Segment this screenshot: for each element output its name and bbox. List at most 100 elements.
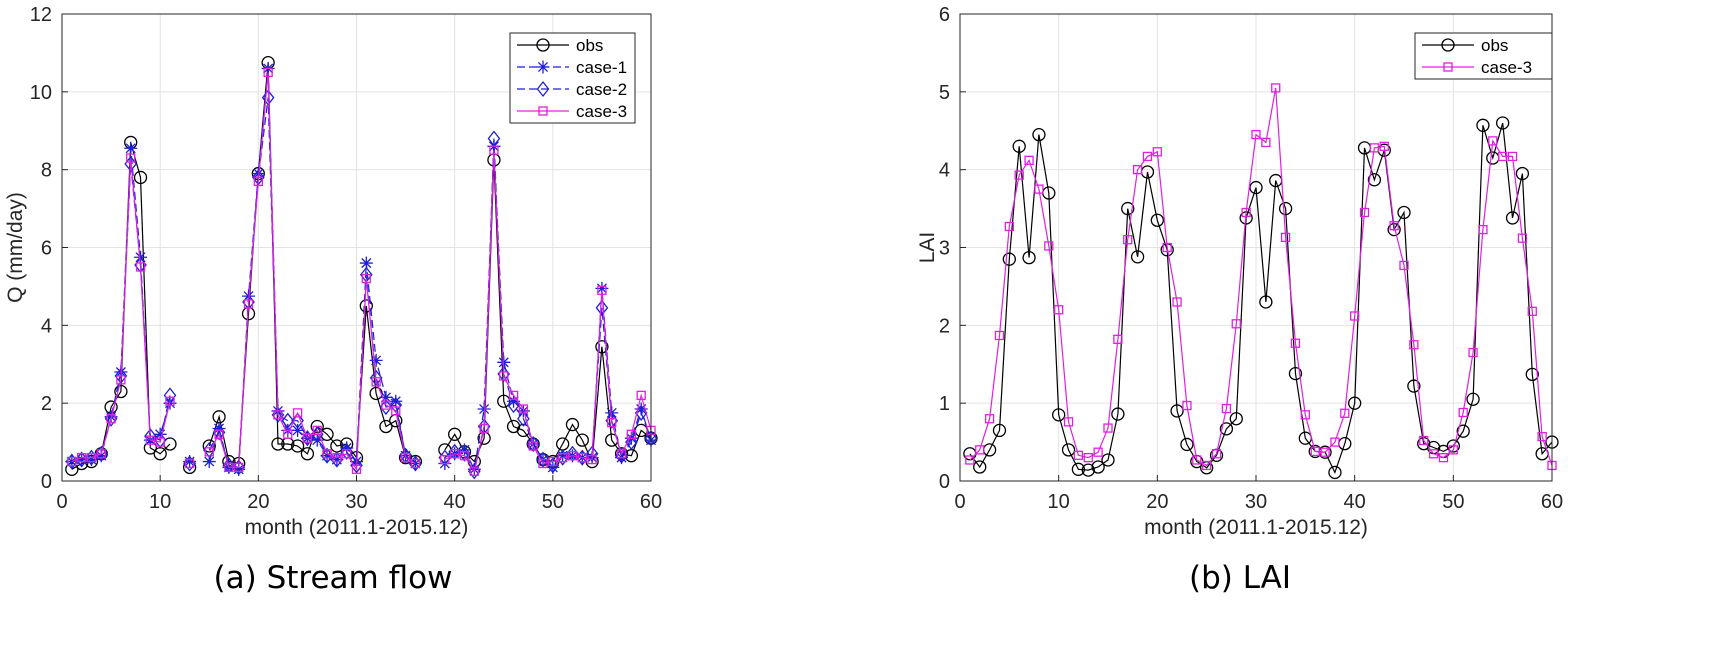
data-point-obs (1052, 408, 1066, 422)
legend-marker-case-3 (1443, 62, 1453, 72)
data-point-case-1 (94, 449, 108, 463)
data-point-obs (575, 433, 589, 447)
data-point-case-1 (507, 394, 521, 408)
data-point-obs (973, 460, 987, 474)
data-point-case-3 (1527, 306, 1537, 316)
data-point-case-3 (528, 441, 538, 451)
data-point-obs (992, 423, 1007, 438)
data-point-case-2 (144, 428, 157, 445)
data-point-case-1 (340, 441, 354, 455)
data-point-case-1 (369, 353, 383, 367)
data-point-case-3 (1320, 447, 1330, 457)
data-point-case-3 (587, 454, 597, 465)
data-point-case-3 (1468, 347, 1478, 358)
series-line-case-3 (969, 87, 1553, 467)
data-point-obs (359, 299, 373, 313)
data-point-case-3 (67, 456, 77, 467)
data-point-case-3 (1379, 141, 1389, 151)
data-point-case-3 (440, 454, 450, 465)
data-point-case-3 (1428, 449, 1439, 459)
data-point-case-3 (567, 451, 578, 461)
data-point-obs (1456, 424, 1470, 438)
data-point-obs (1515, 166, 1530, 181)
data-point-case-3 (518, 404, 529, 414)
data-point-case-3 (1498, 151, 1508, 162)
y-tick-label: 8 (41, 160, 52, 182)
data-point-obs (565, 417, 580, 432)
data-point-obs (1446, 439, 1460, 453)
data-point-case-3 (302, 433, 313, 443)
data-point-case-1 (212, 421, 226, 435)
data-point-case-3 (224, 462, 234, 473)
legend-box (1414, 32, 1553, 80)
data-point-case-3 (1221, 403, 1232, 414)
data-point-obs (202, 439, 216, 453)
y-tick-label: 6 (41, 238, 52, 260)
data-point-case-3 (975, 445, 985, 455)
data-point-case-3 (322, 449, 332, 459)
legend-marker-case-2 (536, 80, 550, 98)
data-point-case-2 (507, 397, 520, 414)
data-point-case-3 (332, 452, 342, 463)
data-point-case-3 (1488, 136, 1498, 146)
data-point-case-2 (281, 412, 295, 429)
legend-marker-obs (1441, 38, 1455, 52)
data-point-case-3 (984, 414, 995, 424)
data-point-case-3 (1458, 407, 1468, 418)
data-point-obs (1032, 127, 1046, 142)
data-point-case-3 (243, 299, 254, 309)
data-point-case-1 (379, 390, 393, 404)
data-point-obs (1002, 252, 1016, 266)
data-point-case-2 (261, 89, 275, 106)
data-point-case-3 (1132, 165, 1143, 175)
data-point-case-3 (214, 429, 224, 439)
data-point-case-3 (499, 371, 509, 381)
legend-marker-case-1 (536, 60, 550, 74)
y-tick-label: 2 (939, 315, 950, 337)
data-point-obs (1328, 465, 1342, 480)
data-point-case-3 (1350, 311, 1360, 321)
y-tick-label: 2 (41, 393, 52, 415)
data-point-case-3 (263, 67, 273, 78)
data-point-case-1 (153, 427, 167, 441)
data-point-case-3 (1142, 151, 1153, 162)
data-point-obs (1496, 116, 1510, 130)
data-point-case-3 (1340, 408, 1350, 418)
data-point-case-3 (351, 464, 362, 474)
legend-marker-obs (536, 38, 550, 52)
legend-marker-case-3 (538, 106, 548, 116)
data-point-obs (1229, 412, 1243, 426)
x-tick-label: 10 (149, 491, 171, 513)
data-point-case-3 (1517, 233, 1528, 243)
y-tick-label: 3 (939, 238, 950, 260)
data-point-case-3 (1310, 446, 1320, 457)
data-point-case-3 (204, 447, 214, 457)
data-point-case-3 (1241, 207, 1251, 218)
legend-label-obs: obs (576, 36, 603, 55)
data-point-case-3 (1093, 447, 1103, 457)
data-point-case-1 (242, 289, 256, 303)
data-point-case-2 (585, 445, 599, 462)
data-point-case-3 (1389, 221, 1399, 231)
y-tick-label: 12 (30, 4, 52, 26)
data-point-obs (1278, 201, 1293, 216)
data-point-case-3 (273, 410, 283, 420)
data-point-obs (1101, 453, 1115, 467)
data-point-case-3 (1192, 455, 1202, 465)
data-point-case-2 (114, 367, 128, 384)
data-point-case-3 (548, 456, 558, 467)
data-point-case-3 (283, 429, 293, 439)
legend-label-case-2: case-2 (576, 80, 627, 99)
x-axis-label: month (2011.1-2015.12) (1144, 516, 1368, 539)
data-point-case-3 (126, 153, 136, 163)
data-point-case-3 (1438, 452, 1449, 463)
data-point-case-3 (145, 435, 156, 445)
data-point-obs (1348, 396, 1362, 410)
x-tick-label: 30 (345, 491, 367, 513)
data-point-case-1 (202, 455, 216, 469)
legend-label-case-1: case-1 (576, 58, 627, 77)
data-point-obs (1525, 367, 1539, 382)
panel-caption: (b) LAI (1189, 560, 1291, 596)
data-point-case-2 (517, 410, 530, 427)
streamflow-chart-panel: 0 10 20 30 40 50 60 0 2 4 6 8 10 12 month (2011.1-2015… (4, 4, 662, 596)
